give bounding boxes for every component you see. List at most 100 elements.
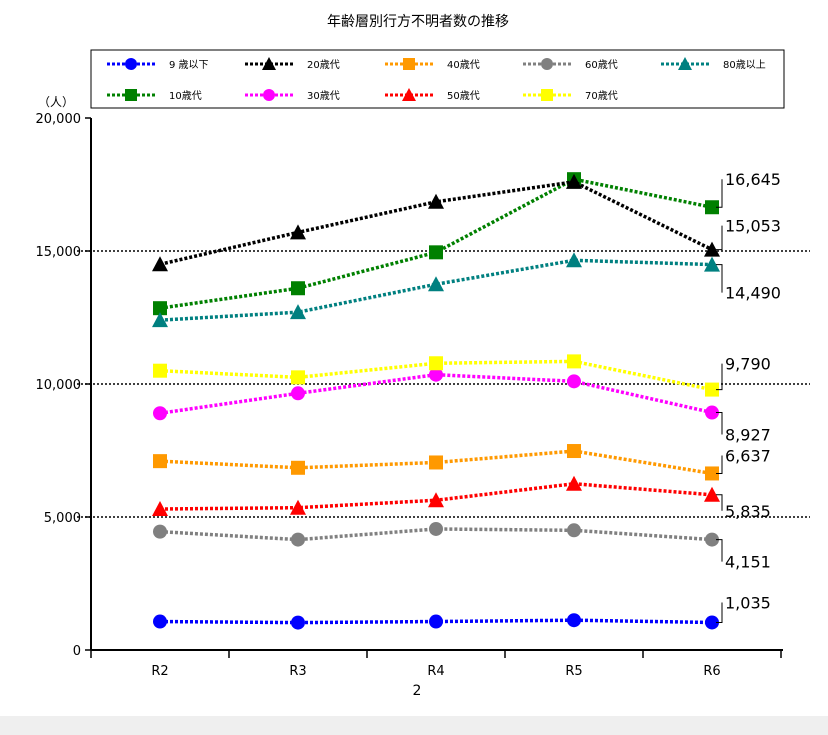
end-label-leader <box>716 264 723 293</box>
chart-title: 年齢層別行方不明者数の推移 <box>327 14 509 30</box>
end-label: 5,835 <box>725 502 771 521</box>
data-point <box>291 281 305 296</box>
legend-marker <box>541 89 553 101</box>
data-point <box>429 614 443 629</box>
y-tick-label: 20,000 <box>36 112 82 127</box>
data-point <box>429 356 443 371</box>
data-point <box>291 386 305 401</box>
end-label: 8,927 <box>725 426 771 445</box>
end-label: 14,490 <box>725 284 781 303</box>
data-point <box>153 406 167 421</box>
end-label-leader <box>716 225 723 251</box>
legend-item: 80歳以上 <box>661 57 766 71</box>
data-point <box>567 444 581 459</box>
end-label: 1,035 <box>725 593 771 612</box>
legend-box <box>90 49 785 109</box>
data-point <box>428 276 444 292</box>
end-label-leader <box>716 179 723 208</box>
data-point <box>153 454 167 469</box>
data-point <box>429 455 443 470</box>
legend-marker <box>678 57 692 70</box>
data-point <box>153 614 167 629</box>
data-point <box>153 524 167 539</box>
data-point <box>566 173 582 189</box>
data-point <box>704 256 720 272</box>
y-tick-label: 15,000 <box>36 245 82 260</box>
data-point <box>704 241 720 257</box>
end-label-leader <box>716 412 723 435</box>
x-tick-label: R6 <box>703 664 720 679</box>
series <box>152 252 720 328</box>
data-point <box>153 301 167 316</box>
legend-label: 9 歳以下 <box>169 59 209 71</box>
data-point <box>705 382 719 397</box>
data-point <box>566 252 582 268</box>
legend-label: 20歳代 <box>307 59 340 71</box>
end-label-leader <box>716 455 723 474</box>
legend-label: 30歳代 <box>307 90 340 102</box>
x-tick-label: R2 <box>151 664 168 679</box>
series <box>152 173 720 272</box>
series <box>153 521 719 547</box>
legend-item: 40歳代 <box>385 58 480 71</box>
legend-label: 50歳代 <box>447 90 480 102</box>
data-point <box>290 499 306 515</box>
x-tick-label: R5 <box>565 664 582 679</box>
data-point <box>566 475 582 491</box>
y-tick-label: 5,000 <box>44 511 81 526</box>
data-point <box>429 367 443 382</box>
end-label-leader <box>716 363 723 391</box>
end-label-leader <box>716 539 723 562</box>
series <box>153 444 719 481</box>
data-point <box>428 193 444 209</box>
page-number: 2 <box>413 683 422 699</box>
legend-item: 30歳代 <box>245 89 340 102</box>
legend-marker <box>125 89 137 101</box>
legend-item: 20歳代 <box>245 57 340 71</box>
y-axis-label: （人） <box>38 95 74 109</box>
end-label-leader <box>716 602 723 623</box>
end-label: 15,053 <box>725 217 781 236</box>
data-point <box>567 354 581 369</box>
bottom-strip <box>0 716 828 735</box>
y-tick-label: 10,000 <box>36 378 82 393</box>
legend-item: 70歳代 <box>523 89 618 102</box>
series <box>152 475 720 517</box>
data-point <box>152 501 168 517</box>
end-label: 6,637 <box>725 446 771 465</box>
legend-marker <box>125 58 137 70</box>
x-axis-ticks: R2 R3 R4 R5 R6 <box>90 650 782 679</box>
legend-item: 60歳代 <box>523 58 618 71</box>
series <box>153 354 719 397</box>
series <box>153 172 719 316</box>
end-label: 16,645 <box>725 170 781 189</box>
data-point <box>705 200 719 215</box>
legend-label: 60歳代 <box>585 59 618 71</box>
series <box>153 613 719 630</box>
legend-label: 40歳代 <box>447 59 480 71</box>
legend-marker <box>402 88 416 101</box>
x-tick-label: R4 <box>427 664 444 679</box>
legend-item: 9 歳以下 <box>107 58 209 71</box>
data-point <box>153 363 167 378</box>
data-point <box>291 460 305 475</box>
legend-item: 50歳代 <box>385 88 480 102</box>
data-point <box>429 245 443 260</box>
y-axis-ticks: 0 5,000 10,000 15,000 20,000 <box>36 112 91 659</box>
data-point <box>705 466 719 481</box>
y-tick-label: 0 <box>73 644 81 659</box>
legend-marker <box>262 57 276 70</box>
legend-label: 70歳代 <box>585 90 618 102</box>
end-label: 9,790 <box>725 355 771 374</box>
legend-marker <box>541 58 553 70</box>
series <box>153 367 719 421</box>
data-point <box>704 486 720 502</box>
data-point <box>291 532 305 547</box>
legend: 9 歳以下 20歳代 40歳代 60歳代 80歳以上 10歳代 30歳代 50歳代 70歳代 <box>90 49 785 109</box>
data-point <box>705 405 719 420</box>
data-point <box>567 613 581 628</box>
data-point <box>152 312 168 328</box>
data-point <box>290 304 306 320</box>
